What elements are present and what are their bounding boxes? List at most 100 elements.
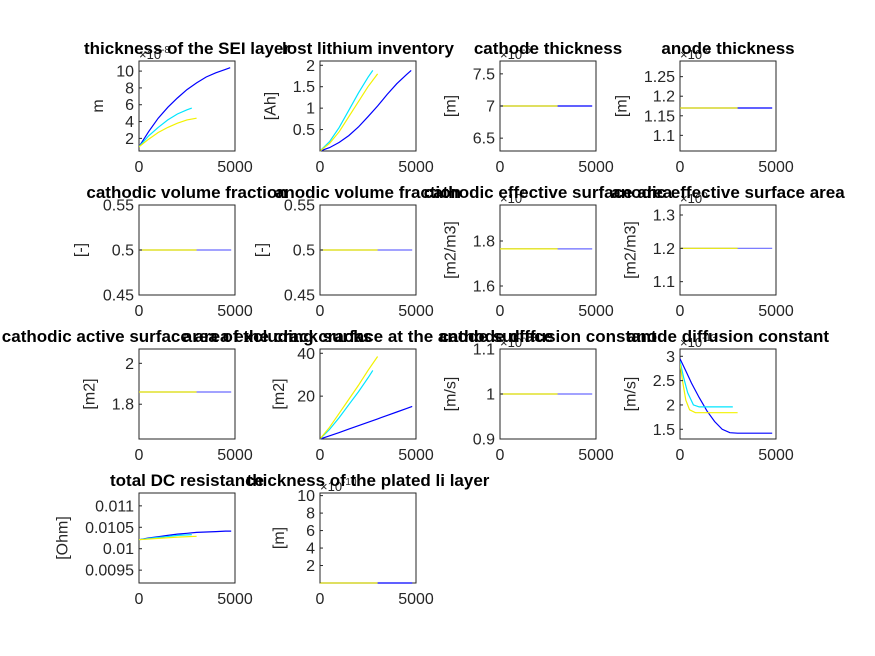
chart-title: area of the crack surface at the anode s… xyxy=(183,327,553,346)
series-line-cyan xyxy=(680,361,733,408)
x-tick-label: 5000 xyxy=(578,303,614,320)
y-tick-label: 3 xyxy=(666,349,675,366)
y-axis-label: [m] xyxy=(613,95,630,117)
y-tick-label: 1.1 xyxy=(653,128,675,145)
subplot-10: 0 5000 20 40 [m2] area of the crack surface a… xyxy=(183,327,553,464)
y-tick-label: 1.5 xyxy=(653,422,675,439)
y-tick-label: 1.1 xyxy=(473,342,495,359)
x-tick-label: 5000 xyxy=(398,447,434,464)
y-tick-label: 0.55 xyxy=(103,198,134,215)
series-line-yellow xyxy=(139,535,197,541)
series-line-yellow xyxy=(680,363,738,414)
axes-frame xyxy=(138,60,236,152)
chart-title: cathodic active surface area excluding c… xyxy=(2,327,372,346)
chart-title: total DC resistance xyxy=(110,471,264,490)
x-tick-label: 0 xyxy=(135,447,144,464)
y-axis-label: [m/s] xyxy=(442,377,459,412)
y-axis-label: [m2] xyxy=(81,378,98,409)
axes-frame xyxy=(679,60,777,152)
axis-exponent: ×10-13 xyxy=(500,333,537,350)
axis-exponent: ×10-10 xyxy=(320,477,357,494)
y-axis-label: [Ah] xyxy=(262,92,279,120)
y-tick-label: 10 xyxy=(297,488,315,505)
axes-frame xyxy=(679,204,777,296)
axis-exponent: ×10-8 xyxy=(139,45,170,62)
axis-exponent: ×10-13 xyxy=(680,333,717,350)
y-tick-label: 8 xyxy=(125,80,134,97)
y-tick-label: 1.2 xyxy=(653,241,675,258)
x-tick-label: 5000 xyxy=(398,303,434,320)
x-tick-label: 0 xyxy=(135,159,144,176)
chart-title: anode thickness xyxy=(661,39,794,58)
y-tick-label: 0.01 xyxy=(103,541,134,558)
chart-title: cathodic volume fraction xyxy=(86,183,287,202)
series-line-cyan xyxy=(320,370,374,440)
axes-frame xyxy=(138,348,236,440)
y-axis-label: [-] xyxy=(253,243,270,257)
subplot-5: 0 5000 0.45 0.5 0.55 [-] cathodic volume fract… xyxy=(72,183,287,320)
x-tick-label: 0 xyxy=(316,447,325,464)
x-tick-label: 5000 xyxy=(758,303,794,320)
y-tick-label: 0.5 xyxy=(293,122,315,139)
x-tick-label: 0 xyxy=(676,447,685,464)
y-tick-label: 4 xyxy=(125,114,134,131)
y-tick-label: 0.45 xyxy=(103,288,134,305)
y-tick-label: 0.0095 xyxy=(85,563,134,580)
chart-title: cathode diffusion constant xyxy=(439,327,657,346)
chart-title: cathode thickness xyxy=(474,39,622,58)
series-line-cyan xyxy=(320,70,374,152)
series-line-blue xyxy=(320,69,412,152)
x-tick-label: 5000 xyxy=(578,159,614,176)
y-axis-label: [Ohm] xyxy=(55,516,72,560)
y-axis-label: [m2] xyxy=(271,378,288,409)
y-tick-label: 1.6 xyxy=(473,279,495,296)
y-tick-label: 10 xyxy=(116,64,134,81)
y-tick-label: 20 xyxy=(297,389,315,406)
y-tick-label: 6 xyxy=(125,97,134,114)
y-tick-label: 1.3 xyxy=(653,208,675,225)
chart-title: anodic volume fraction xyxy=(275,183,461,202)
y-tick-label: 1.2 xyxy=(653,89,675,106)
axis-exponent: ×10-4 xyxy=(680,45,711,62)
x-tick-label: 5000 xyxy=(217,303,253,320)
y-tick-label: 2 xyxy=(306,558,315,575)
y-tick-label: 0.0105 xyxy=(85,520,134,537)
axes-frame xyxy=(499,204,597,296)
x-tick-label: 0 xyxy=(135,591,144,608)
y-tick-label: 1.1 xyxy=(653,274,675,291)
y-axis-label: m xyxy=(90,99,107,112)
y-tick-label: 1 xyxy=(306,101,315,118)
y-tick-label: 0.55 xyxy=(284,198,315,215)
y-tick-label: 2 xyxy=(306,58,315,75)
y-tick-label: 1.15 xyxy=(644,108,675,125)
series-group xyxy=(320,69,412,152)
y-axis-label: [m2/m3] xyxy=(622,221,639,279)
y-axis-label: [m2/m3] xyxy=(442,221,459,279)
series-group xyxy=(139,67,231,148)
series-line-yellow xyxy=(320,73,379,152)
x-tick-label: 0 xyxy=(316,591,325,608)
y-tick-label: 7.5 xyxy=(473,66,495,83)
chart-title: anode diffusion constant xyxy=(627,327,829,346)
series-line-yellow xyxy=(320,356,379,440)
chart-title: cathodic effective surface area xyxy=(424,183,673,202)
axes-frame xyxy=(319,492,417,584)
y-tick-label: 2.5 xyxy=(653,373,675,390)
y-tick-label: 8 xyxy=(306,506,315,523)
x-tick-label: 5000 xyxy=(578,447,614,464)
y-tick-label: 4 xyxy=(306,541,315,558)
y-axis-label: [-] xyxy=(72,243,89,257)
series-line-blue xyxy=(320,405,413,440)
y-tick-label: 6.5 xyxy=(473,131,495,148)
subplot-9: 0 5000 1.8 2 [m2] cathodic active surface are… xyxy=(2,327,372,464)
y-tick-label: 1 xyxy=(486,387,495,404)
x-tick-label: 0 xyxy=(496,159,505,176)
subplot-6: 0 5000 0.45 0.5 0.55 [-] anodic volume fractio… xyxy=(253,183,461,320)
series-line-yellow xyxy=(139,117,197,148)
